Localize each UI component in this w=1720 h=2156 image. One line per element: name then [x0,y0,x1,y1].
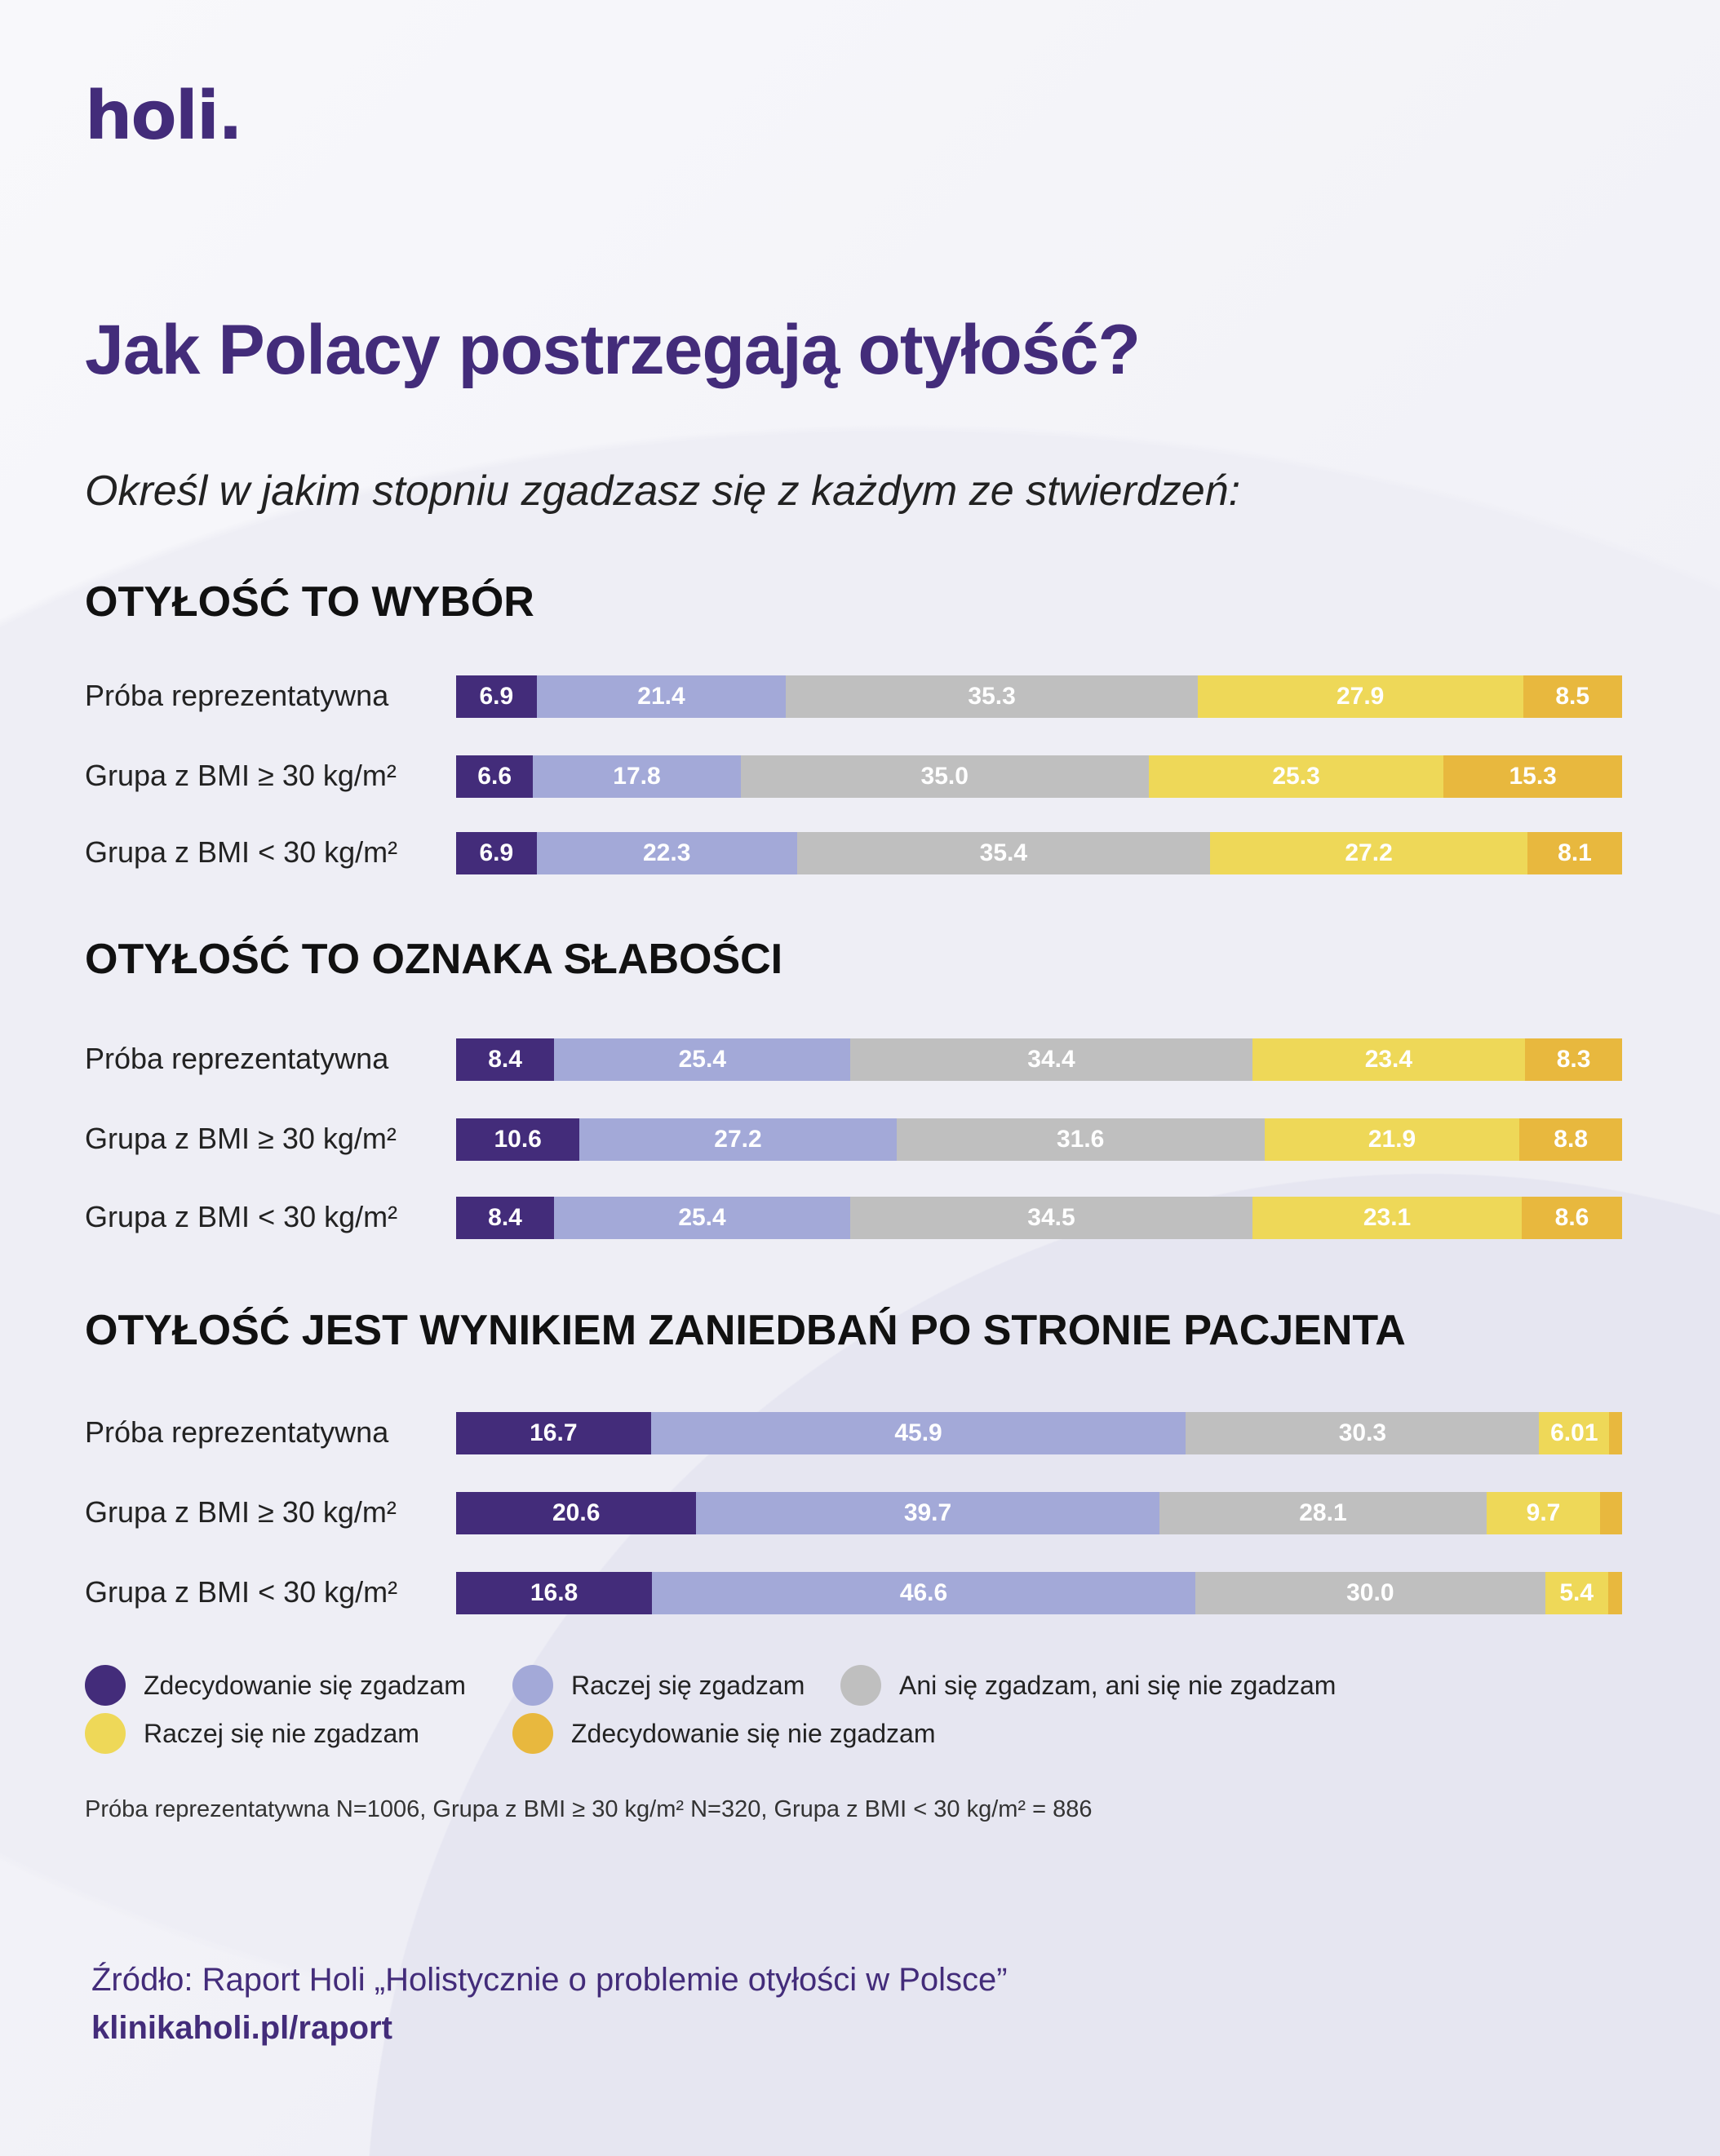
bar-segment-strongly-disagree: 8.8 [1519,1118,1622,1161]
bar-segment-agree: 46.6 [652,1572,1195,1614]
row-label: Grupa z BMI ≥ 30 kg/m² [85,1495,397,1529]
section-title: OTYŁOŚĆ TO OZNAKA SŁABOŚCI [85,936,783,983]
holi-logo: holi. [85,77,243,155]
legend-label: Raczej się nie zgadzam [144,1718,419,1748]
source-link[interactable]: klinikaholi.pl/raport [91,2010,392,2046]
bar-segment-disagree: 21.9 [1264,1118,1520,1161]
row-label: Grupa z BMI < 30 kg/m² [85,835,398,869]
stacked-bar: 6.9 21.4 35.3 27.9 8.5 [456,675,1622,718]
bar-segment-neutral: 34.4 [850,1038,1252,1081]
bar-segment-agree: 21.4 [536,675,787,718]
legend-dot-icon [512,1713,553,1754]
bar-segment-agree: 25.4 [554,1038,851,1081]
legend-item: Ani się zgadzam, ani się nie zgadzam [840,1665,1336,1706]
stacked-bar: 6.6 17.8 35.0 25.3 15.3 [456,755,1622,798]
bar-segment-neutral: 28.1 [1159,1492,1487,1534]
legend-item: Raczej się nie zgadzam [85,1713,419,1754]
stacked-bar: 20.6 39.7 28.1 9.7 [456,1492,1622,1534]
bar-segment-neutral: 35.0 [740,755,1149,798]
legend-label: Raczej się zgadzam [571,1670,805,1700]
stacked-bar: 10.6 27.2 31.6 21.9 8.8 [456,1118,1622,1161]
bar-segment-strongly-agree: 10.6 [456,1118,580,1161]
legend-label: Ani się zgadzam, ani się nie zgadzam [899,1670,1337,1700]
row-label: Grupa z BMI < 30 kg/m² [85,1575,398,1609]
bar-segment-agree: 45.9 [650,1412,1186,1454]
bar-segment-neutral: 34.5 [849,1197,1252,1239]
legend-dot-icon [512,1665,553,1706]
bar-segment-disagree: 27.2 [1210,832,1528,874]
bar-segment-disagree: 9.7 [1487,1492,1600,1534]
legend-dot-icon [85,1713,126,1754]
legend-label: Zdecydowanie się nie zgadzam [571,1718,936,1748]
legend-item: Zdecydowanie się zgadzam [85,1665,466,1706]
legend-item: Zdecydowanie się nie zgadzam [512,1713,935,1754]
bar-segment-neutral: 30.0 [1195,1572,1545,1614]
legend-label: Zdecydowanie się zgadzam [144,1670,466,1700]
bar-segment-agree: 25.4 [554,1197,850,1239]
bar-segment-strongly-disagree [1599,1492,1622,1534]
bar-segment-neutral: 30.3 [1186,1412,1540,1454]
bar-segment-disagree: 25.3 [1148,755,1444,798]
bar-segment-agree: 17.8 [533,755,741,798]
subtitle: Określ w jakim stopniu zgadzasz się z ka… [85,467,1241,515]
stacked-bar: 16.7 45.9 30.3 6.01 [456,1412,1622,1454]
stacked-bar: 6.9 22.3 35.4 27.2 8.1 [456,832,1622,874]
bar-segment-strongly-disagree: 8.1 [1527,832,1622,874]
bar-segment-strongly-agree: 8.4 [456,1038,555,1081]
bar-segment-agree: 39.7 [696,1492,1159,1534]
bar-segment-strongly-agree: 6.9 [456,675,537,718]
section-title: OTYŁOŚĆ JEST WYNIKIEM ZANIEDBAŃ PO STRON… [85,1307,1406,1354]
bar-segment-disagree: 27.9 [1197,675,1523,718]
bar-segment-strongly-disagree: 8.6 [1522,1197,1622,1239]
row-label: Grupa z BMI ≥ 30 kg/m² [85,1122,397,1155]
bar-segment-disagree: 5.4 [1545,1572,1608,1614]
row-label: Próba reprezentatywna [85,1415,389,1449]
stacked-bar: 16.8 46.6 30.0 5.4 [456,1572,1622,1614]
legend-dot-icon [85,1665,126,1706]
bar-segment-disagree: 23.4 [1252,1038,1526,1081]
bar-segment-strongly-agree: 6.9 [456,832,537,874]
bar-segment-strongly-disagree: 8.3 [1525,1038,1622,1081]
bar-segment-strongly-disagree [1607,1572,1622,1614]
bar-segment-strongly-agree: 16.7 [456,1412,651,1454]
section-title: OTYŁOŚĆ TO WYBÓR [85,578,534,626]
bar-segment-strongly-agree: 6.6 [456,755,534,798]
bar-segment-neutral: 35.4 [796,832,1211,874]
row-label: Próba reprezentatywna [85,1042,389,1075]
bar-segment-neutral: 35.3 [786,675,1198,718]
bar-segment-disagree: 6.01 [1539,1412,1610,1454]
row-label: Grupa z BMI < 30 kg/m² [85,1200,398,1233]
bar-segment-strongly-agree: 8.4 [456,1197,555,1239]
bar-segment-agree: 22.3 [536,832,797,874]
legend-dot-icon [840,1665,881,1706]
source-text: Źródło: Raport Holi „Holistycznie o prob… [91,1962,1008,1998]
row-label: Próba reprezentatywna [85,679,389,712]
bar-segment-strongly-disagree [1609,1412,1622,1454]
bar-segment-strongly-agree: 20.6 [456,1492,697,1534]
bar-segment-agree: 27.2 [579,1118,897,1161]
page-title: Jak Polacy postrzegają otyłość? [85,311,1141,389]
footnote: Próba reprezentatywna N=1006, Grupa z BM… [85,1796,1093,1822]
bar-segment-disagree: 23.1 [1252,1197,1523,1239]
legend-item: Raczej się zgadzam [512,1665,805,1706]
bar-segment-strongly-disagree: 8.5 [1523,675,1622,718]
bar-segment-strongly-agree: 16.8 [456,1572,653,1614]
stacked-bar: 8.4 25.4 34.4 23.4 8.3 [456,1038,1622,1081]
stacked-bar: 8.4 25.4 34.5 23.1 8.6 [456,1197,1622,1239]
bar-segment-strongly-disagree: 15.3 [1443,755,1622,798]
row-label: Grupa z BMI ≥ 30 kg/m² [85,759,397,792]
bar-segment-neutral: 31.6 [896,1118,1265,1161]
